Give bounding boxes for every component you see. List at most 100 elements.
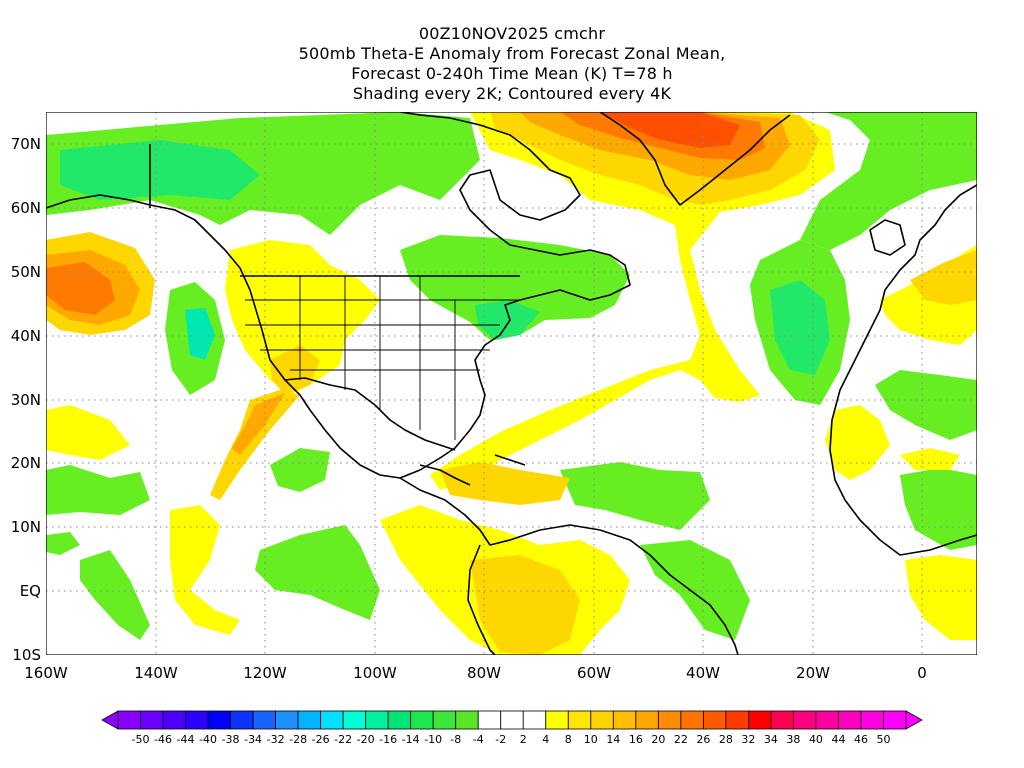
colorbar-label: 16 (629, 733, 643, 746)
colorbar-label: 50 (876, 733, 890, 746)
colorbar-label: 10 (584, 733, 598, 746)
colorbar-swatch (365, 710, 389, 730)
colorbar-label: 28 (719, 733, 733, 746)
colorbar: -50 -46 -44 -40 -38 -34 -32 -28 -26 -22 -20 -16 -14-… (101, 710, 923, 746)
colorbar-swatch (500, 710, 524, 730)
latitude-labels: 70N 60N 50N 40N 30N 20N 10N EQ 10S (11, 135, 41, 664)
colorbar-swatch (117, 710, 141, 730)
colorbar-label: 34 (764, 733, 778, 746)
lat-label-10n: 10N (11, 518, 41, 536)
lat-label-60n: 60N (11, 199, 41, 217)
colorbar-label: -22 (334, 733, 352, 746)
colorbar-swatch (612, 710, 637, 730)
colorbar-swatch (252, 710, 276, 730)
colorbar-swatch (702, 710, 727, 730)
title-line-2: 500mb Theta-E Anomaly from Forecast Zona… (298, 44, 726, 63)
colorbar-label: -10 (424, 733, 442, 746)
title-block: 00Z10NOV2025 cmchr 500mb Theta-E Anomaly… (0, 24, 1024, 104)
colorbar-label: -28 (289, 733, 307, 746)
colorbar-swatch (207, 710, 231, 730)
colorbar-label: 4 (542, 733, 549, 746)
colorbar-swatch (522, 710, 547, 730)
colorbar-label: -50 (132, 733, 150, 746)
colorbar-swatch (635, 710, 659, 730)
grid-lines (46, 112, 977, 655)
colorbar-swatch (725, 710, 749, 730)
map-plot-area (46, 112, 977, 655)
colorbar-swatch (275, 710, 299, 730)
colorbar-label: -34 (244, 733, 262, 746)
state-borders (245, 276, 520, 440)
colorbar-swatch (793, 710, 817, 730)
lon-label-40w: 40W (686, 664, 720, 682)
colorbar-label: -8 (450, 733, 461, 746)
colorbar-swatch (860, 710, 884, 730)
lat-label-eq: EQ (20, 582, 41, 600)
colorbar-swatch (883, 710, 907, 730)
colorbar-label: -44 (177, 733, 195, 746)
colorbar-label: -40 (199, 733, 217, 746)
colorbar-swatch (567, 710, 592, 730)
lat-label-70n: 70N (11, 135, 41, 153)
lon-label-20w: 20W (796, 664, 830, 682)
colorbar-swatch (748, 710, 772, 730)
lon-label-120w: 120W (243, 664, 287, 682)
colorbar-right-arrow (905, 710, 923, 730)
colorbar-swatch (230, 710, 254, 730)
colorbar-label: 32 (741, 733, 755, 746)
colorbar-swatch (162, 710, 186, 730)
colorbar-swatch (297, 710, 322, 730)
colorbar-label: -38 (222, 733, 240, 746)
colorbar-swatch (140, 710, 164, 730)
colorbar-label: -46 (154, 733, 172, 746)
colorbar-label: 14 (606, 733, 620, 746)
lat-label-50n: 50N (11, 263, 41, 281)
lon-label-160w: 160W (24, 664, 68, 682)
lon-label-100w: 100W (353, 664, 397, 682)
colorbar-label: -32 (267, 733, 285, 746)
colorbar-label: 20 (651, 733, 665, 746)
colorbar-label: 26 (696, 733, 710, 746)
colorbar-label: 38 (786, 733, 800, 746)
colorbar-label: 2 (520, 733, 527, 746)
lat-label-40n: 40N (11, 327, 41, 345)
colorbar-swatch (320, 710, 344, 730)
colorbar-label: 22 (674, 733, 688, 746)
colorbar-swatch (387, 710, 412, 730)
colorbar-swatch (185, 710, 209, 730)
colorbar-swatch (680, 710, 704, 730)
lat-label-10s: 10S (12, 646, 41, 664)
title-line-4: Shading every 2K; Contoured every 4K (352, 84, 672, 103)
colorbar-swatch (590, 710, 614, 730)
lon-label-80w: 80W (467, 664, 501, 682)
colorbar-label: -4 (473, 733, 484, 746)
colorbar-swatch (477, 710, 502, 730)
colorbar-label: -16 (379, 733, 397, 746)
colorbar-swatch (815, 710, 839, 730)
cool-anomaly-shading (46, 112, 977, 640)
lon-label-140w: 140W (134, 664, 178, 682)
colorbar-swatch (838, 710, 862, 730)
colorbar-label: -14 (402, 733, 420, 746)
colorbar-label: -26 (312, 733, 330, 746)
lon-label-0: 0 (917, 664, 927, 682)
colorbar-swatch (410, 710, 434, 730)
colorbar-swatch (432, 710, 457, 730)
title-line-3: Forecast 0-240h Time Mean (K) T=78 h (351, 64, 673, 83)
colorbar-swatch (657, 710, 682, 730)
lon-label-60w: 60W (577, 664, 611, 682)
lat-label-30n: 30N (11, 391, 41, 409)
colorbar-left-arrow (101, 710, 119, 730)
warm-anomaly-shading (46, 112, 977, 655)
colorbar-swatch (455, 710, 479, 730)
colorbar-label: 8 (565, 733, 572, 746)
colorbar-label: 44 (831, 733, 845, 746)
longitude-labels: 160W 140W 120W 100W 80W 60W 40W 20W 0 (24, 664, 927, 682)
colorbar-label: -20 (357, 733, 375, 746)
colorbar-swatch (770, 710, 794, 730)
colorbar-label: 46 (854, 733, 868, 746)
colorbar-swatch (545, 710, 569, 730)
title-line-1: 00Z10NOV2025 cmchr (418, 24, 606, 43)
colorbar-label: 40 (809, 733, 823, 746)
